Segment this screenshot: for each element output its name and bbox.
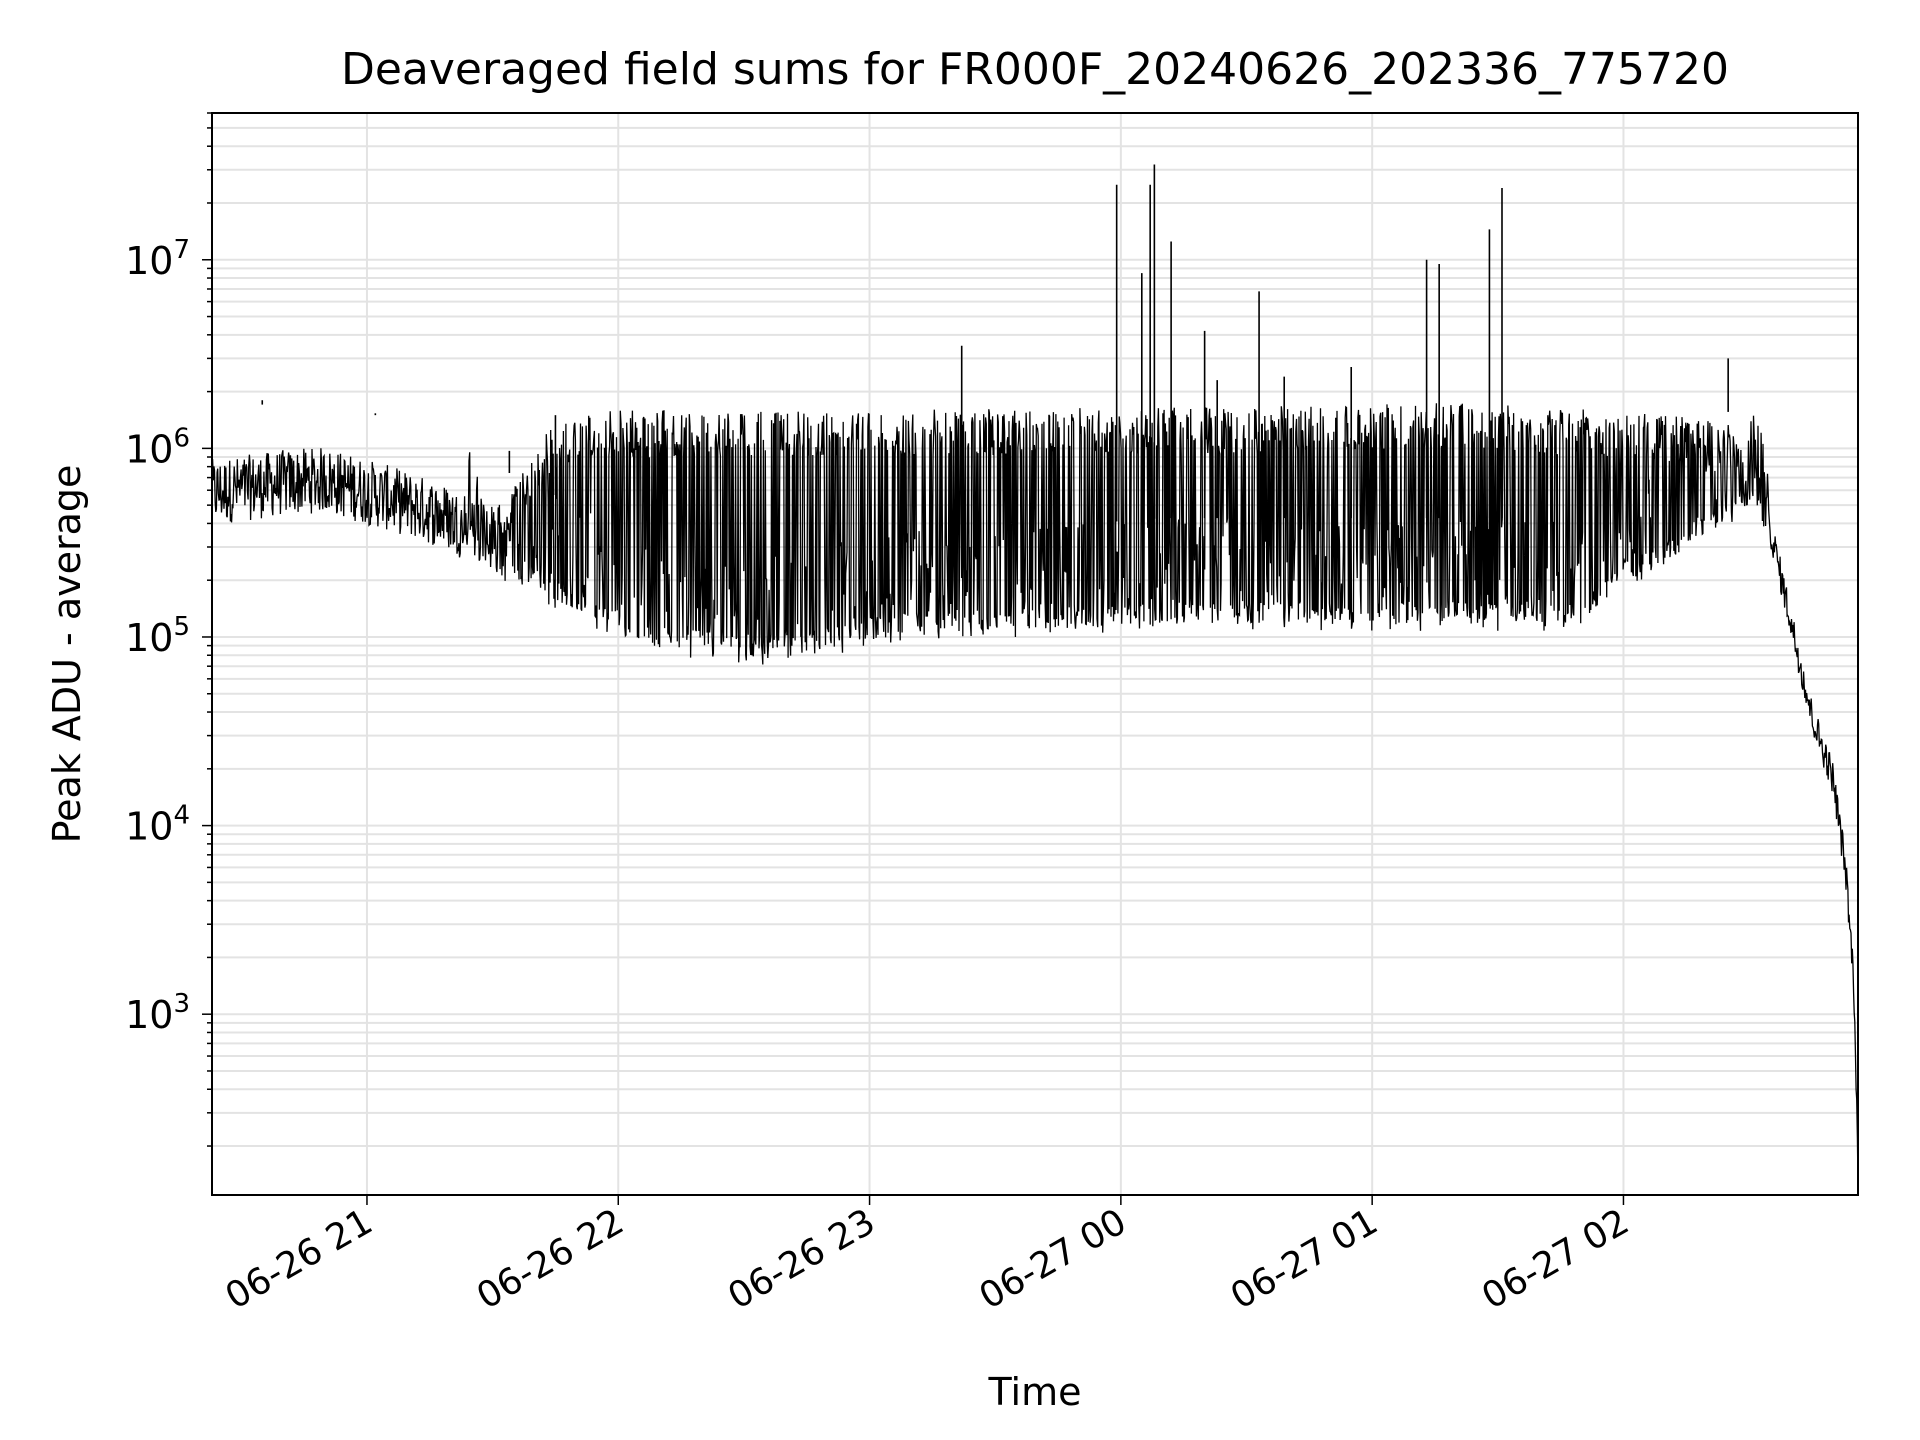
chart-title: Deaveraged field sums for FR000F_2024062…: [341, 44, 1729, 95]
y-tick-label: 105: [125, 612, 190, 660]
grid-lines: [212, 112, 1858, 1195]
y-axis-ticks: 103 104 105 106 107: [125, 112, 212, 1147]
y-axis-label: Peak ADU - average: [45, 465, 89, 844]
y-tick-label: 106: [125, 423, 190, 471]
x-axis-label: Time: [988, 1370, 1082, 1414]
y-tick-label: 104: [125, 801, 190, 849]
plot-frame: [211, 112, 1859, 1196]
series-line: [211, 403, 1859, 1187]
y-tick-label: 103: [125, 989, 190, 1037]
y-tick-label: 107: [125, 235, 190, 283]
data-series: [211, 164, 1859, 1187]
